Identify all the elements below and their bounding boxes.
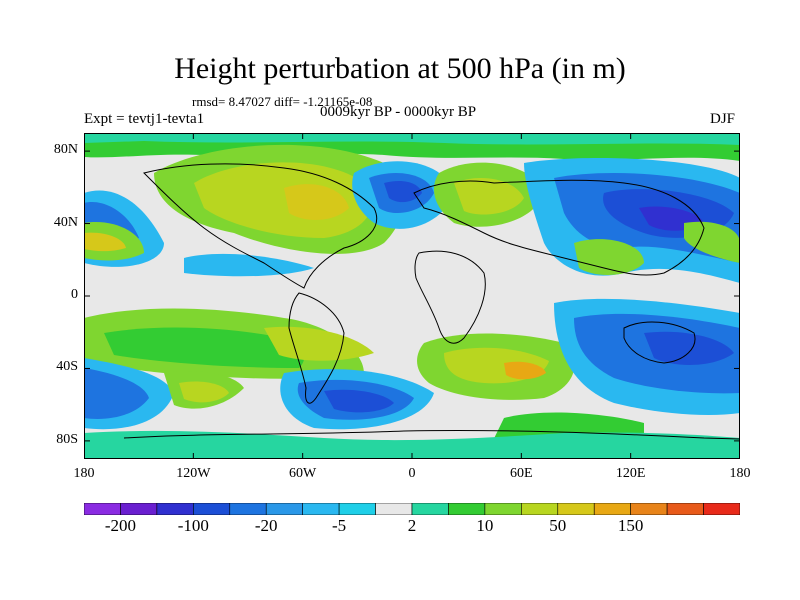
colorbar-swatch <box>666 503 704 515</box>
colorbar-label: 10 <box>476 516 494 535</box>
lat-tick-label: 40S <box>56 359 78 375</box>
colorbar-swatch <box>120 503 158 515</box>
season-label: DJF <box>710 111 736 127</box>
colorbar-swatch <box>156 503 194 515</box>
colorbar <box>84 503 740 515</box>
contour-field <box>84 133 740 459</box>
lon-tick-label: 180 <box>729 466 751 481</box>
colorbar-swatch <box>84 503 121 515</box>
height-perturbation-map <box>84 133 740 459</box>
lon-tick-label: 180 <box>73 466 95 481</box>
colorbar-label: -100 <box>177 516 209 535</box>
colorbar-label: -200 <box>104 516 137 535</box>
colorbar-swatch <box>302 503 340 515</box>
period-label: 0009kyr BP - 0000kyr BP <box>320 104 477 120</box>
lat-tick-label: 80S <box>56 431 78 447</box>
lat-tick-label: 80N <box>53 142 78 158</box>
colorbar-swatch <box>521 503 559 515</box>
colorbar-swatch <box>593 503 631 515</box>
colorbar-label: 50 <box>549 516 567 535</box>
colorbar-swatch <box>703 503 740 515</box>
colorbar-swatch <box>193 503 231 515</box>
lon-tick-label: 60E <box>510 466 533 481</box>
axis-ticks <box>84 133 740 459</box>
colorbar-swatch <box>338 503 376 515</box>
experiment-label: Expt = tevtj1-tevta1 <box>84 111 205 127</box>
colorbar-swatch <box>448 503 486 515</box>
colorbar-label: 2 <box>407 516 417 535</box>
colorbar-swatch <box>557 503 595 515</box>
colorbar-swatch <box>265 503 303 515</box>
colorbar-label: 150 <box>617 516 644 535</box>
colorbar-swatch <box>229 503 267 515</box>
lat-tick-label: 0 <box>71 287 78 302</box>
lon-tick-label: 120E <box>615 466 646 481</box>
colorbar-label: -20 <box>254 516 278 535</box>
colorbar-swatch <box>630 503 668 515</box>
plot-title: Height perturbation at 500 hPa (in m) <box>174 52 626 85</box>
colorbar-swatch <box>375 503 413 515</box>
lon-tick-label: 0 <box>408 466 416 481</box>
colorbar-swatch <box>484 503 522 515</box>
lat-tick-label: 40N <box>53 214 78 230</box>
rmsd-diff-label: rmsd= 8.47027 diff= -1.21165e-08 <box>192 94 373 109</box>
colorbar-swatch <box>411 503 449 515</box>
lon-tick-label: 120W <box>176 466 211 481</box>
coastlines <box>123 163 740 440</box>
lon-tick-label: 60W <box>289 466 317 481</box>
colorbar-label: -5 <box>332 516 347 535</box>
